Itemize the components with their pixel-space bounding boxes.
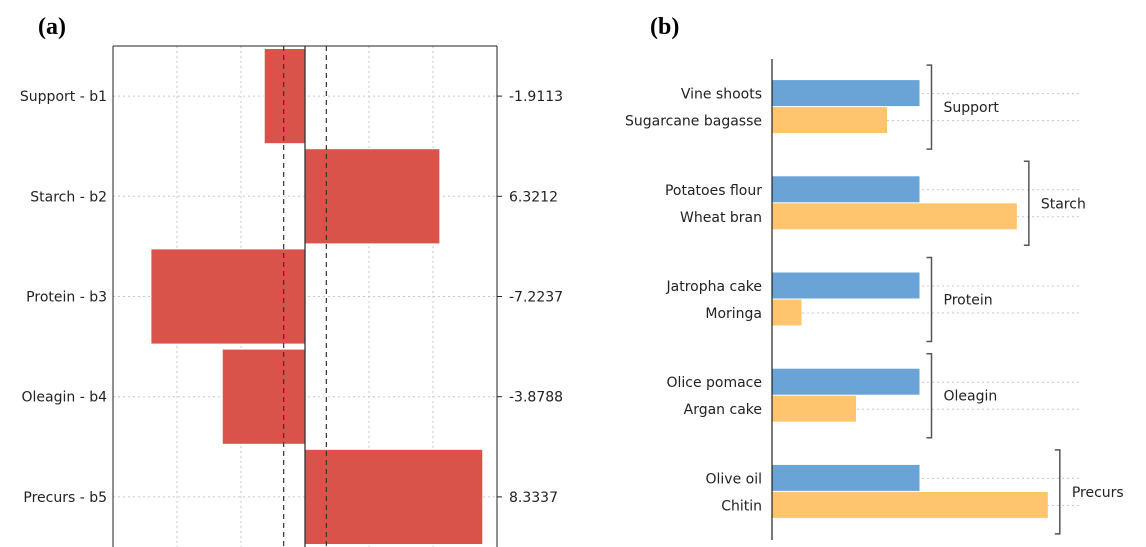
item-label: Argan cake xyxy=(684,402,762,418)
category-label: Oleagin - b4 xyxy=(22,390,108,406)
panel-a: (a) Support - b1 -1.9113 Starch - b2 6.3212 P… xyxy=(20,14,563,547)
bar-wheat-bran xyxy=(772,203,1017,230)
bar-olive-oil xyxy=(772,464,920,491)
group-label: Starch xyxy=(1041,196,1086,212)
group-label: Precurs xyxy=(1072,485,1124,501)
panel-label-a: (a) xyxy=(38,14,66,40)
category-label: Starch - b2 xyxy=(30,189,107,205)
bar-3 xyxy=(150,248,306,345)
group-bracket xyxy=(926,256,933,343)
item-label: Olive oil xyxy=(706,471,763,487)
group-bracket xyxy=(926,64,933,150)
group-label: Oleagin xyxy=(944,389,998,405)
bar-1 xyxy=(263,48,306,145)
panel-label-b: (b) xyxy=(650,14,679,40)
bar-2 xyxy=(304,148,441,245)
group-bracket xyxy=(926,352,933,439)
item-label: Potatoes flour xyxy=(665,183,762,199)
bar-5 xyxy=(304,448,484,545)
bar-moringa xyxy=(772,299,802,326)
item-label: Sugarcane bagasse xyxy=(625,114,762,130)
bar-4 xyxy=(221,348,306,445)
group-label: Protein xyxy=(944,293,993,309)
group-bracket xyxy=(1054,449,1061,535)
item-label: Moringa xyxy=(705,306,762,322)
bar-olice-pomace xyxy=(772,368,920,395)
value-label: -3.8788 xyxy=(509,390,563,406)
bar-chitin xyxy=(772,491,1048,518)
item-label: Jatropha cake xyxy=(666,279,763,295)
item-label: Chitin xyxy=(721,498,762,514)
item-label: Vine shoots xyxy=(681,87,762,103)
bar-argan-cake xyxy=(772,395,857,422)
category-label: Protein - b3 xyxy=(26,290,107,306)
category-label: Support - b1 xyxy=(20,89,107,105)
bar-jatropha-cake xyxy=(772,272,920,299)
bar-sugarcane-bagasse xyxy=(772,107,888,134)
group-bracket xyxy=(1023,160,1030,247)
value-label: 6.3212 xyxy=(509,189,558,205)
item-label: Wheat bran xyxy=(680,210,762,226)
group-label: Support xyxy=(944,100,1000,116)
item-label: Olice pomace xyxy=(666,375,762,391)
bar-potatoes-flour xyxy=(772,176,920,203)
value-label: -1.9113 xyxy=(509,89,563,105)
panel-b: (b) Vine shoots Sugarcane bagasse Support Po… xyxy=(625,14,1124,540)
category-label: Precurs - b5 xyxy=(23,490,107,506)
value-label: 8.3337 xyxy=(509,490,558,506)
bar-vine-shoots xyxy=(772,80,920,107)
value-label: -7.2237 xyxy=(509,290,563,306)
